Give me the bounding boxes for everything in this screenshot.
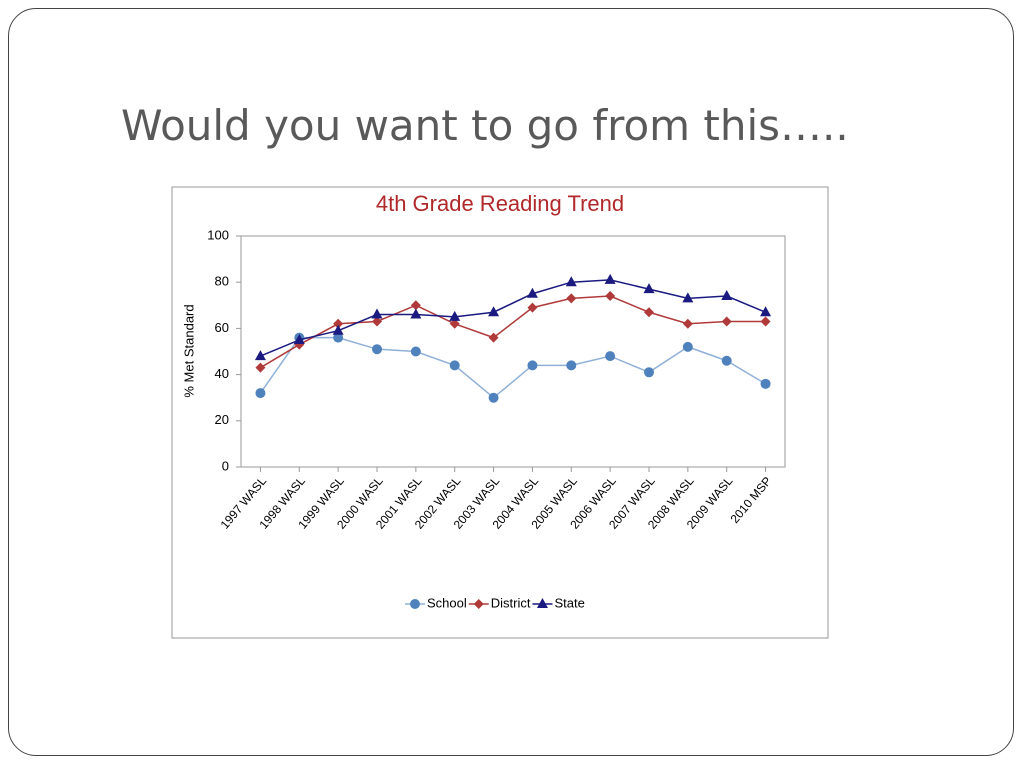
data-point [760,316,771,327]
series-line [259,336,766,399]
data-point [760,378,771,389]
data-point [372,316,382,327]
legend-label: State [554,595,584,610]
series-line [260,295,766,369]
legend-marker [536,598,548,608]
data-point [527,302,538,313]
data-point [410,300,421,311]
data-point [488,392,499,403]
data-point [721,290,733,301]
data-point [371,308,383,319]
y-tick-label: 60 [215,320,229,335]
data-point [254,350,266,361]
data-point [333,332,344,343]
data-point [682,318,693,329]
data-point [333,318,344,329]
legend-label: School [427,595,467,610]
y-tick-label: 20 [215,412,229,427]
data-point [488,306,500,317]
chart-title: 4th Grade Reading Trend [376,191,624,216]
data-point [293,333,305,344]
y-tick-label: 40 [215,366,229,381]
data-point [604,273,616,284]
data-point [255,362,266,373]
data-point [449,318,460,329]
data-point [332,324,344,335]
data-point [449,310,461,321]
data-point [760,306,772,317]
data-point [605,351,616,362]
legend-label: District [491,595,531,610]
series-line [260,279,766,357]
data-point [488,332,499,343]
y-tick-label: 100 [207,227,229,242]
data-point [565,276,577,287]
legend-marker [410,599,420,609]
data-point [527,360,538,371]
chart-frame [171,186,829,639]
data-point [526,287,538,298]
data-point [721,316,732,327]
data-point [605,291,616,302]
data-point [566,360,577,371]
data-point [255,388,266,399]
data-point [721,355,732,366]
y-axis-label: % Met Standard [181,304,196,397]
data-point [566,293,577,304]
y-tick-label: 80 [215,274,229,289]
data-point [410,346,421,357]
data-point [643,283,655,294]
plot-area [240,235,786,468]
data-point [644,307,654,318]
data-point [449,360,460,371]
slide: Would you want to go from this….. [8,8,1014,756]
y-tick-label: 0 [222,458,229,473]
data-point [644,367,654,378]
data-point [410,308,422,319]
legend-marker [473,599,484,609]
slide-title: Would you want to go from this….. [121,101,849,150]
data-point [372,344,382,355]
data-point [682,341,693,352]
data-point [682,292,694,303]
